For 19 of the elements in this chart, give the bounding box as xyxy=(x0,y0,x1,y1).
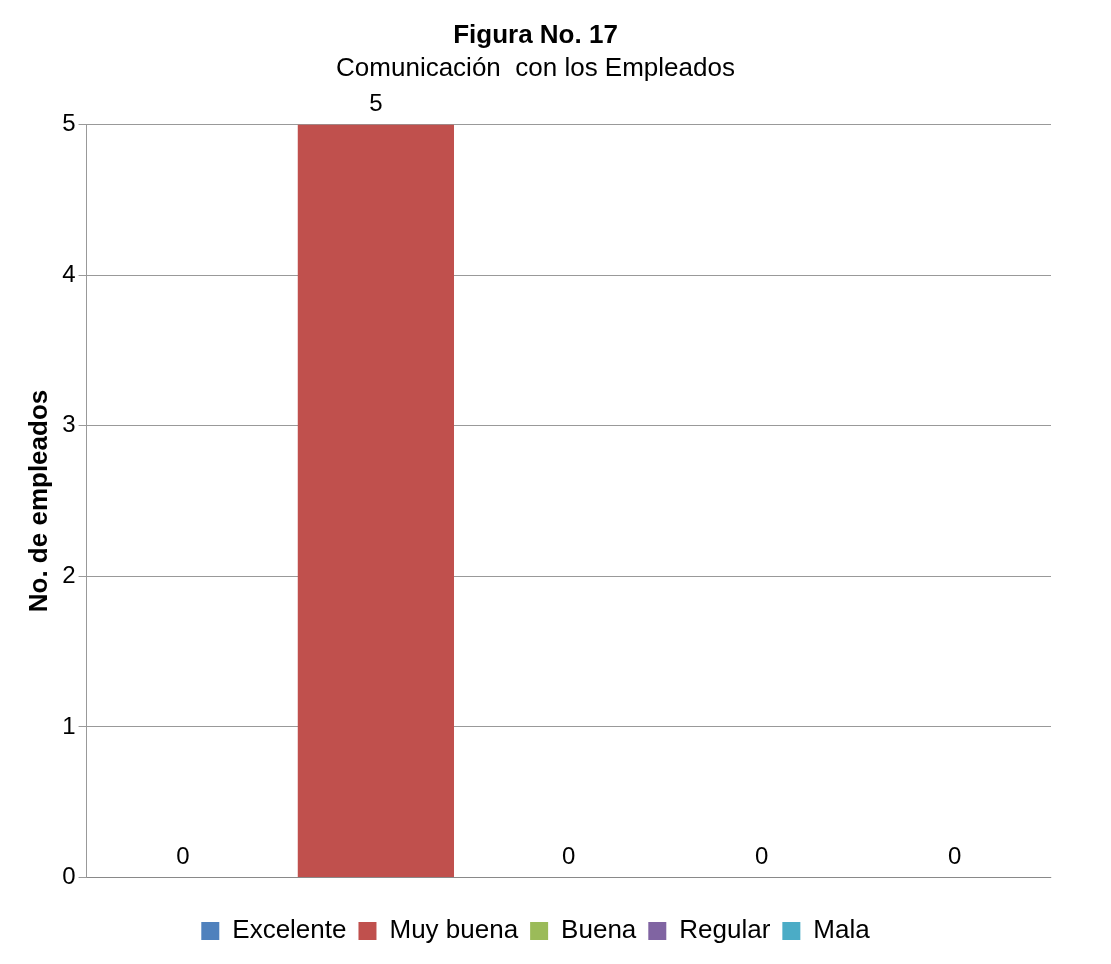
y-tick-label: 4 xyxy=(62,259,76,287)
legend-label: Mala xyxy=(813,914,871,945)
data-label: 0 xyxy=(562,842,576,870)
data-label: 0 xyxy=(176,842,190,870)
chart-title: Figura No. 17 xyxy=(453,18,618,49)
chart-subtitle: Comunicación con los Empleados xyxy=(336,51,735,82)
legend-label: Buena xyxy=(561,914,637,945)
legend-label: Excelente xyxy=(232,914,347,945)
y-tick-label: 2 xyxy=(62,560,76,588)
y-tick-label: 1 xyxy=(62,711,76,739)
y-tick-label: 5 xyxy=(62,109,76,137)
data-label: 5 xyxy=(369,89,383,117)
legend-label: Muy buena xyxy=(389,914,519,945)
y-tick-label: 0 xyxy=(62,862,76,890)
data-label: 0 xyxy=(754,842,769,870)
data-label: 0 xyxy=(947,842,962,870)
legend-label: Regular xyxy=(679,914,771,945)
y-axis-title: No. de empleados xyxy=(22,389,53,613)
y-tick-label: 3 xyxy=(62,410,76,438)
